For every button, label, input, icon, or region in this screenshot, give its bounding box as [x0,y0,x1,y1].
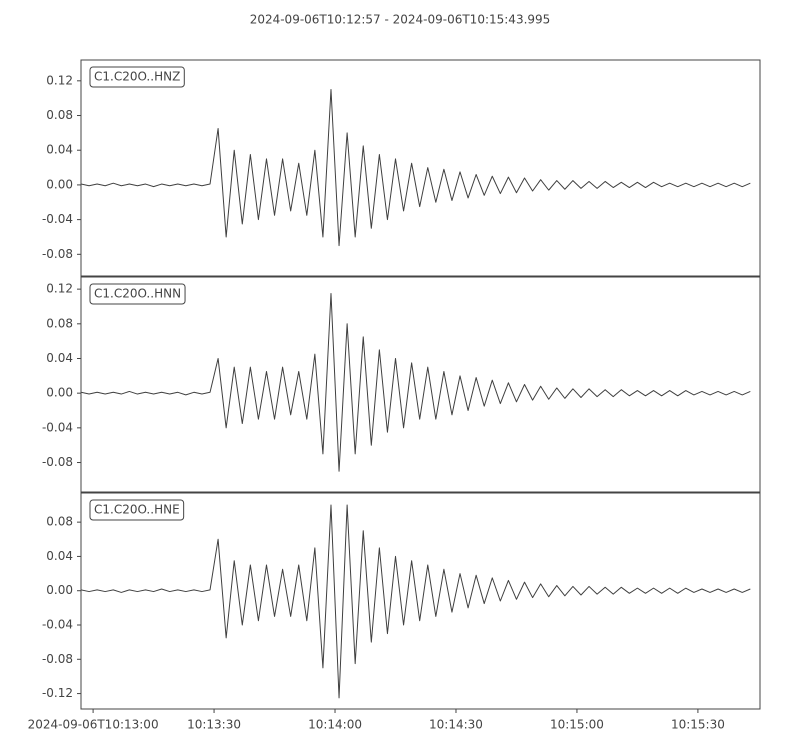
y-tick-label: 0.12 [46,282,73,296]
figure-title: 2024-09-06T10:12:57 - 2024-09-06T10:15:4… [250,13,551,27]
axes-frame [80,276,761,493]
waveform [81,292,751,472]
y-tick-label: -0.08 [42,455,73,469]
axes-frame [80,59,761,277]
y-tick-label: 0.08 [46,316,73,330]
y-tick-label: 0.04 [46,143,73,157]
y-tick-label: -0.04 [42,618,73,632]
trace-label: C1.C20O..HNN [94,287,181,301]
y-tick-label: 0.12 [46,73,73,87]
y-tick-label: 0.00 [46,386,73,400]
y-tick-label: 0.04 [46,351,73,365]
x-tick-label: 10:14:00 [308,718,362,732]
waveform [81,504,751,699]
y-tick-label: -0.04 [42,420,73,434]
panel [81,88,751,247]
x-tick-label: 10:15:30 [671,718,725,732]
y-tick-label: -0.04 [42,212,73,226]
trace-label-box [89,283,186,305]
panel [81,504,751,699]
x-tick-label: 2024-09-06T10:13:00 [28,718,159,732]
trace-label-box [89,66,185,88]
x-tick-label: 10:13:30 [187,718,241,732]
y-tick-label: 0.00 [46,583,73,597]
y-tick-label: 0.00 [46,177,73,191]
axes-frame [80,492,761,710]
y-tick-label: -0.08 [42,652,73,666]
y-tick-label: 0.04 [46,549,73,563]
x-tick-label: 10:14:30 [429,718,483,732]
panel [81,292,751,472]
x-tick-label: 10:15:00 [550,718,604,732]
y-tick-label: -0.12 [42,686,73,700]
trace-label-box [89,499,185,521]
waveform [81,88,751,247]
y-tick-label: 0.08 [46,108,73,122]
trace-label: C1.C20O..HNE [94,503,180,517]
y-tick-label: 0.08 [46,515,73,529]
y-tick-label: -0.08 [42,247,73,261]
trace-label: C1.C20O..HNZ [94,70,180,84]
